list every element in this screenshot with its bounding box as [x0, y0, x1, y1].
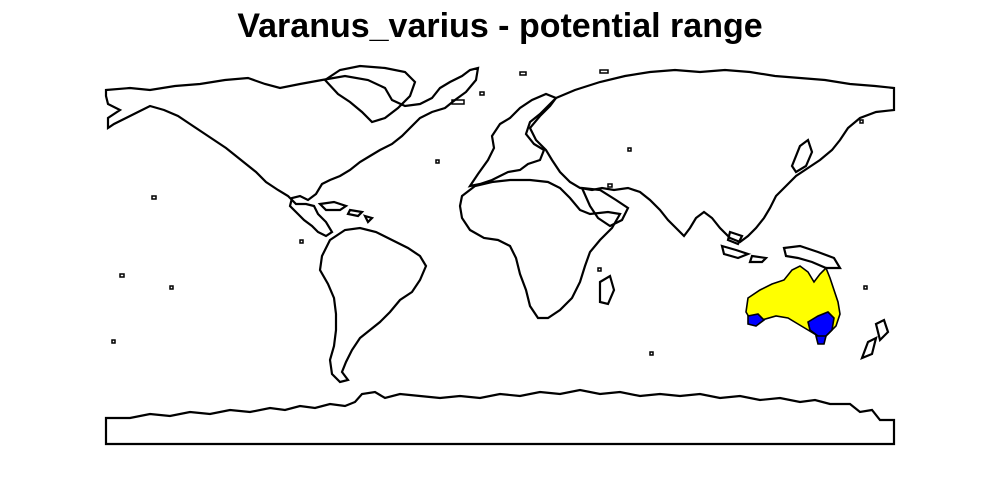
europe [467, 92, 558, 188]
australia-occupied-range-southwest [747, 313, 766, 327]
antarctica [104, 388, 896, 446]
madagascar [598, 274, 616, 306]
tasmania [814, 335, 828, 345]
caribbean [317, 200, 375, 224]
small-islands [111, 69, 868, 356]
indonesia [720, 230, 769, 264]
asia [528, 68, 896, 244]
japan [790, 138, 814, 174]
south-america [318, 226, 428, 384]
greenland [323, 64, 417, 124]
arabian-peninsula [580, 186, 630, 228]
australia-occupied-range-southeast [807, 311, 835, 342]
new-guinea [782, 244, 842, 270]
north-america [104, 66, 480, 238]
map-title: Varanus_varius - potential range [237, 7, 763, 45]
africa [458, 178, 622, 320]
new-zealand [860, 318, 890, 360]
